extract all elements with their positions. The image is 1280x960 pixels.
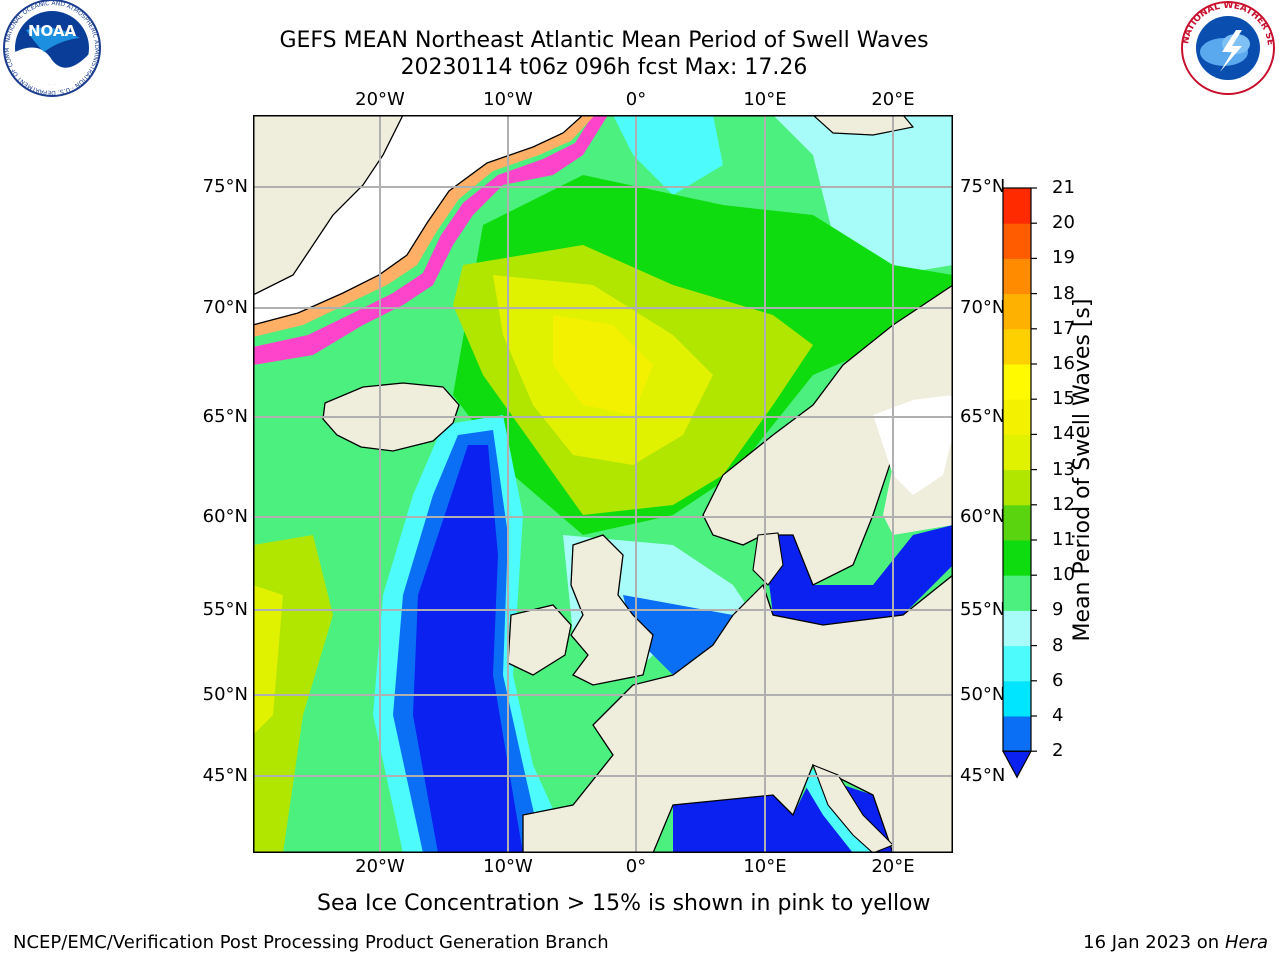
colorbar-bin-17	[1003, 293, 1031, 330]
colorbar-bin-6	[1003, 645, 1031, 682]
swell-band-2s	[413, 445, 523, 853]
swell-band-west-core	[253, 585, 283, 735]
lat-label-left-55n: 55°N	[202, 599, 248, 620]
colorbar-tick-label-8: 8	[1052, 634, 1064, 656]
footer-branch: NCEP/EMC/Verification Post Processing Pr…	[13, 932, 609, 953]
graticule	[253, 115, 953, 853]
colorbar-tick-label-16: 16	[1052, 353, 1075, 374]
lat-label-right-45n: 45°N	[960, 765, 1006, 786]
sea-ice-inner	[253, 115, 595, 337]
nws-logo: NATIONAL WEATHER SERVICE	[1178, 0, 1275, 95]
lon-label-bottom-10e: 10°E	[743, 856, 787, 877]
lat-label-left-50n: 50°N	[202, 684, 248, 705]
noaa-logo-text: NOAA	[28, 22, 77, 40]
lat-label-left-65n: 65°N	[202, 406, 248, 427]
colorbar-bin-13	[1003, 434, 1031, 471]
colorbar-bin-19	[1003, 223, 1031, 259]
swell-band-9s	[583, 115, 953, 275]
noaa-logo: NOAA NATIONAL OCEANIC AND ATMOSPHERIC AD…	[0, 0, 101, 97]
colorbar-bin-15	[1003, 364, 1031, 400]
colorbar-tick-label-21: 21	[1052, 177, 1075, 198]
swell-period-map	[253, 115, 953, 853]
colorbar-tick-label-18: 18	[1052, 282, 1075, 304]
colorbar-tick-label-20: 20	[1052, 212, 1075, 234]
lon-label-top-20w: 20°W	[355, 89, 405, 110]
colorbar-tick-label-6: 6	[1052, 669, 1064, 691]
colorbar-label: Mean Period of Swell Waves [s]	[1070, 298, 1095, 642]
colorbar-tick-label-9: 9	[1052, 599, 1064, 621]
colorbar-tick-label-19: 19	[1052, 247, 1075, 269]
colorbar-tick-label-13: 13	[1052, 458, 1075, 480]
lon-label-bottom-10w: 10°W	[483, 856, 533, 877]
colorbar-bin-11	[1003, 504, 1031, 541]
colorbar-bin-8	[1003, 610, 1031, 647]
lon-label-bottom-20w: 20°W	[355, 856, 405, 877]
colorbar-bin-2	[1003, 716, 1031, 752]
sea-ice-note: Sea Ice Concentration > 15% is shown in …	[317, 891, 931, 916]
lat-label-left-75n: 75°N	[202, 176, 248, 197]
colorbar-tick-label-12: 12	[1052, 493, 1075, 515]
colorbar-tick-label-10: 10	[1052, 564, 1075, 586]
lat-label-left-70n: 70°N	[202, 297, 248, 318]
colorbar-bin-14	[1003, 399, 1031, 435]
map-title: GEFS MEAN Northeast Atlantic Mean Period…	[279, 28, 929, 53]
lat-label-right-55n: 55°N	[960, 599, 1006, 620]
greenland-land	[253, 115, 403, 295]
lat-label-right-70n: 70°N	[960, 297, 1006, 318]
map-subtitle: 20230114 t06z 096h fcst Max: 17.26	[400, 55, 808, 80]
colorbar	[1001, 187, 1037, 779]
lon-label-top-10w: 10°W	[483, 89, 533, 110]
colorbar-under-arrow	[1001, 750, 1033, 779]
greenland-coast	[253, 115, 584, 326]
colorbar-bin-16	[1003, 328, 1031, 365]
baltic-swell	[763, 525, 953, 625]
lat-label-right-60n: 60°N	[960, 506, 1006, 527]
colorbar-tick-label-17: 17	[1052, 317, 1075, 339]
colorbar-tick-label-14: 14	[1052, 423, 1075, 445]
footer-date: 16 Jan 2023 on	[1083, 932, 1220, 953]
colorbar-bin-20	[1003, 188, 1031, 224]
denmark	[752, 532, 784, 586]
italy	[812, 764, 894, 853]
colorbar-bin-4	[1003, 680, 1031, 717]
lat-label-left-60n: 60°N	[202, 506, 248, 527]
lon-label-top-20e: 20°E	[871, 89, 915, 110]
colorbar-bin-12	[1003, 469, 1031, 506]
colorbar-tick-label-11: 11	[1052, 529, 1075, 550]
lat-label-right-65n: 65°N	[960, 406, 1006, 427]
lon-label-bottom-20e: 20°E	[871, 856, 915, 877]
footer-host: Hera	[1224, 932, 1268, 953]
colorbar-tick-label-4: 4	[1052, 705, 1064, 726]
colorbar-tick-label-2: 2	[1052, 740, 1064, 762]
lon-label-bottom-0: 0°	[625, 856, 647, 877]
lat-label-right-75n: 75°N	[960, 176, 1006, 197]
footer-date-host: 16 Jan 2023 on Hera	[1083, 932, 1268, 954]
lon-label-top-0: 0°	[625, 89, 647, 110]
colorbar-bin-10	[1003, 540, 1031, 576]
lat-label-right-50n: 50°N	[960, 684, 1006, 705]
sea-ice-edge	[253, 115, 608, 365]
swell-band-14s	[553, 315, 653, 415]
colorbar-bin-9	[1003, 575, 1031, 611]
lat-label-left-45n: 45°N	[202, 765, 248, 786]
lon-label-top-10e: 10°E	[743, 89, 787, 110]
swell-band-8s	[613, 115, 723, 195]
map-border	[253, 115, 953, 853]
colorbar-bin-18	[1003, 258, 1031, 295]
colorbar-tick-label-15: 15	[1052, 388, 1075, 410]
